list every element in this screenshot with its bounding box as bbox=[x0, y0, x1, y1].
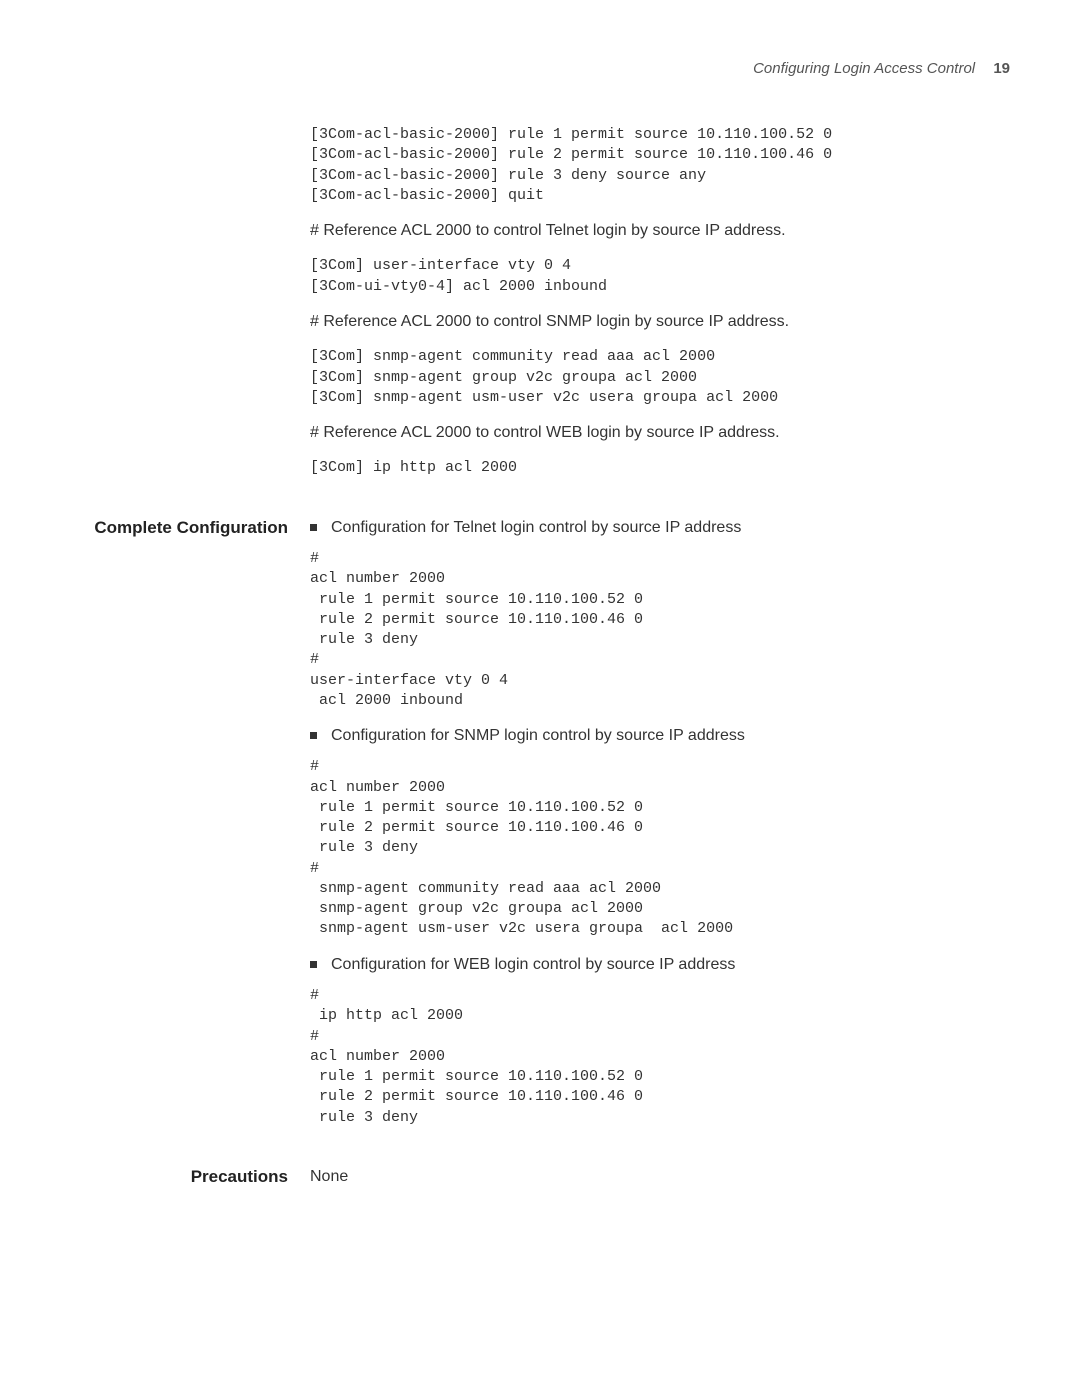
code-block-snmp: [3Com] snmp-agent community read aaa acl… bbox=[310, 347, 980, 408]
bullet-telnet: Configuration for Telnet login control b… bbox=[310, 517, 1020, 539]
bullet-telnet-text: Configuration for Telnet login control b… bbox=[331, 517, 741, 539]
config-snmp-code: # acl number 2000 rule 1 permit source 1… bbox=[310, 757, 1020, 939]
comment-web: # Reference ACL 2000 to control WEB logi… bbox=[310, 422, 980, 444]
page: Configuring Login Access Control 19 [3Co… bbox=[0, 0, 1080, 1248]
bullet-icon bbox=[310, 961, 317, 968]
header-title: Configuring Login Access Control bbox=[753, 60, 975, 77]
page-number: 19 bbox=[993, 60, 1010, 77]
code-block-telnet: [3Com] user-interface vty 0 4 [3Com-ui-v… bbox=[310, 256, 980, 297]
complete-config-label: Complete Configuration bbox=[60, 517, 310, 538]
complete-config-section: Complete Configuration Configuration for… bbox=[60, 517, 1020, 1142]
code-block-web: [3Com] ip http acl 2000 bbox=[310, 458, 980, 478]
page-header: Configuring Login Access Control 19 bbox=[60, 60, 1020, 77]
config-web-code: # ip http acl 2000 # acl number 2000 rul… bbox=[310, 986, 1020, 1128]
top-content: [3Com-acl-basic-2000] rule 1 permit sour… bbox=[310, 125, 980, 479]
precautions-section: Precautions None bbox=[60, 1166, 1020, 1188]
bullet-snmp: Configuration for SNMP login control by … bbox=[310, 725, 1020, 747]
comment-snmp: # Reference ACL 2000 to control SNMP log… bbox=[310, 311, 980, 333]
precautions-label: Precautions bbox=[60, 1166, 310, 1187]
precautions-body: None bbox=[310, 1166, 1020, 1188]
comment-telnet: # Reference ACL 2000 to control Telnet l… bbox=[310, 220, 980, 242]
code-block-acl: [3Com-acl-basic-2000] rule 1 permit sour… bbox=[310, 125, 980, 206]
bullet-web-text: Configuration for WEB login control by s… bbox=[331, 954, 735, 976]
bullet-web: Configuration for WEB login control by s… bbox=[310, 954, 1020, 976]
bullet-icon bbox=[310, 732, 317, 739]
complete-config-body: Configuration for Telnet login control b… bbox=[310, 517, 1020, 1142]
bullet-icon bbox=[310, 524, 317, 531]
bullet-snmp-text: Configuration for SNMP login control by … bbox=[331, 725, 745, 747]
config-telnet-code: # acl number 2000 rule 1 permit source 1… bbox=[310, 549, 1020, 711]
precautions-value: None bbox=[310, 1166, 1020, 1188]
